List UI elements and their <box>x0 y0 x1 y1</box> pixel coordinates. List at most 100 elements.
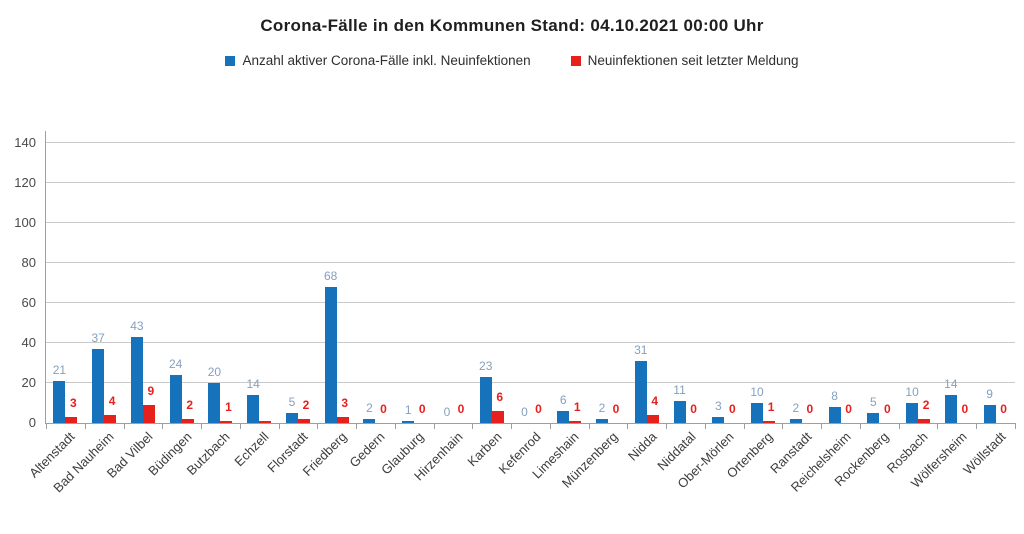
active-cases-bar <box>169 375 182 423</box>
new-infections-bar <box>918 419 931 423</box>
active-cases-value-label: 2 <box>598 401 606 415</box>
active-cases-bar <box>983 405 996 423</box>
active-cases-bar <box>557 411 570 423</box>
active-cases-value-label: 10 <box>750 385 764 399</box>
new-infections-bar <box>104 415 117 423</box>
x-axis-tick <box>898 423 900 429</box>
active-cases-bar <box>906 403 919 423</box>
x-axis-tick <box>627 423 629 429</box>
active-cases-bar <box>828 407 841 423</box>
new-infections-value-label: 3 <box>341 396 349 410</box>
new-infections-value-label: 0 <box>961 402 969 416</box>
active-cases-bar <box>53 381 66 423</box>
new-infections-value-label: 0 <box>728 402 736 416</box>
x-axis-tick <box>821 423 823 429</box>
legend-item-active-cases: Anzahl aktiver Corona-Fälle inkl. Neuinf… <box>225 53 531 68</box>
active-cases-value-label: 6 <box>559 393 567 407</box>
y-axis-tick-label: 20 <box>21 375 36 390</box>
active-cases-bar <box>402 421 415 423</box>
active-cases-bar <box>324 287 337 423</box>
active-cases-value-label: 5 <box>869 395 877 409</box>
x-axis-tick <box>394 423 396 429</box>
new-infections-value-label: 0 <box>1000 402 1007 416</box>
y-axis-tick-label: 40 <box>21 335 36 350</box>
gridline <box>46 342 1015 343</box>
active-cases-bar <box>208 383 221 423</box>
new-infections-bar <box>297 419 310 423</box>
new-infections-bar <box>491 411 504 423</box>
x-axis-tick <box>472 423 474 429</box>
active-cases-value-label: 43 <box>130 319 144 333</box>
active-cases-bar <box>285 413 298 423</box>
new-infections-value-label: 0 <box>418 402 426 416</box>
active-cases-bar <box>867 413 880 423</box>
new-infections-bar <box>259 421 272 423</box>
x-axis-tick <box>743 423 745 429</box>
x-axis-tick <box>84 423 86 429</box>
x-axis-tick <box>433 423 435 429</box>
new-infections-value-label: 1 <box>767 400 775 414</box>
y-axis-tick-label: 80 <box>21 255 36 270</box>
legend-label-new-infections: Neuinfektionen seit letzter Meldung <box>587 53 799 68</box>
active-cases-bar <box>944 395 957 423</box>
x-axis-tick <box>976 423 978 429</box>
new-infections-value-label: 9 <box>147 384 155 398</box>
active-cases-value-label: 3 <box>714 399 722 413</box>
x-axis-tick <box>201 423 203 429</box>
x-axis-tick <box>1015 423 1016 429</box>
x-axis-tick <box>123 423 125 429</box>
gridline <box>46 262 1015 263</box>
legend-item-new-infections: Neuinfektionen seit letzter Meldung <box>570 53 799 68</box>
active-cases-bar <box>130 337 143 423</box>
legend-swatch-active-cases-icon <box>225 55 236 66</box>
new-infections-bar <box>220 421 233 423</box>
active-cases-value-label: 23 <box>479 359 493 373</box>
new-infections-value-label: 0 <box>690 402 697 416</box>
new-infections-bar <box>763 421 776 423</box>
active-cases-bar <box>596 419 609 423</box>
y-axis: 0 20 40 60 80 100 120 140 <box>0 131 36 430</box>
active-cases-value-label: 20 <box>207 365 222 379</box>
new-infections-value-label: 4 <box>108 394 116 408</box>
active-cases-bar <box>479 377 492 423</box>
x-axis-tick <box>782 423 784 429</box>
new-infections-bar <box>646 415 659 423</box>
active-cases-value-label: 11 <box>673 383 686 397</box>
active-cases-bar <box>92 349 105 423</box>
x-axis-tick <box>511 423 513 429</box>
legend-swatch-new-infections-icon <box>570 55 581 66</box>
gridline <box>46 382 1015 383</box>
x-axis-tick <box>162 423 164 429</box>
active-cases-bar <box>789 419 802 423</box>
new-infections-value-label: 2 <box>922 398 930 412</box>
new-infections-value-label: 1 <box>225 400 232 414</box>
active-cases-value-label: 14 <box>944 377 958 391</box>
active-cases-value-label: 0 <box>521 405 528 419</box>
active-cases-value-label: 10 <box>905 385 919 399</box>
new-infections-bar <box>142 405 155 423</box>
x-axis-tick <box>588 423 590 429</box>
x-axis-tick <box>46 423 47 429</box>
new-infections-bar <box>336 417 349 423</box>
new-infections-value-label: 0 <box>883 402 891 416</box>
active-cases-value-label: 31 <box>634 343 648 357</box>
new-infections-value-label: 0 <box>612 402 620 416</box>
active-cases-value-label: 2 <box>792 401 800 415</box>
y-axis-tick-label: 120 <box>14 175 36 190</box>
x-axis-tick <box>278 423 280 429</box>
new-infections-value-label: 0 <box>535 402 542 416</box>
gridline <box>46 142 1015 143</box>
new-infections-value-label: 0 <box>806 402 814 416</box>
active-cases-bar <box>363 419 376 423</box>
x-axis-tick <box>704 423 706 429</box>
active-cases-value-label: 14 <box>246 377 260 391</box>
plot-area: 21 3 Altenstadt 37 4 Bad Nauheim 43 9 Bad Vilbel… <box>26 131 1016 495</box>
x-axis-tick <box>239 423 241 429</box>
legend-label-active-cases: Anzahl aktiver Corona-Fälle inkl. Neuinf… <box>242 53 531 68</box>
active-cases-bar <box>712 417 725 423</box>
x-axis-tick <box>666 423 668 429</box>
active-cases-bar <box>673 401 686 423</box>
x-axis-tick <box>937 423 939 429</box>
new-infections-bar <box>569 421 582 423</box>
